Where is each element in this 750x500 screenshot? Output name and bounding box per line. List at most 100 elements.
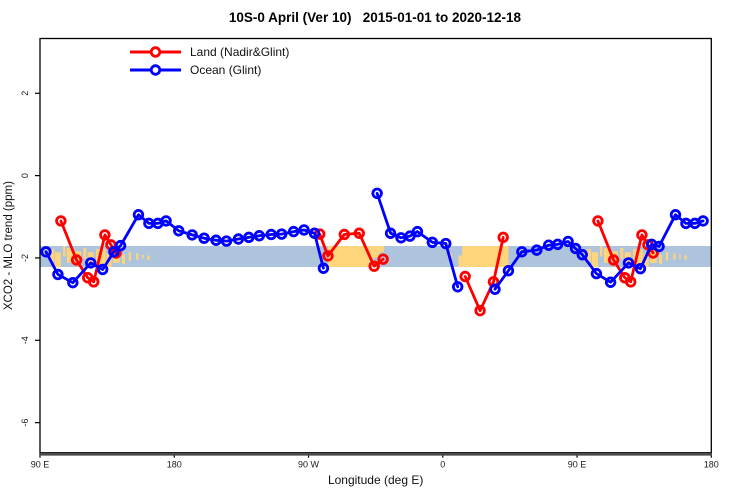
y-tick-label: -6 bbox=[20, 419, 30, 427]
ocean-data-point bbox=[576, 248, 588, 261]
x-tick-label: 90 W bbox=[298, 460, 320, 470]
ocean-data-point bbox=[569, 242, 582, 255]
ocean-data-point bbox=[298, 224, 310, 236]
land-data-point bbox=[99, 229, 111, 241]
land-data-point bbox=[459, 270, 471, 283]
x-tick-label: 0 bbox=[440, 460, 445, 470]
map-band-land-patch bbox=[63, 246, 66, 257]
land-data-point bbox=[55, 215, 67, 227]
y-tick-label: -4 bbox=[20, 336, 30, 344]
land-data-point bbox=[592, 215, 604, 227]
map-band-land-patch bbox=[49, 249, 55, 262]
legend-marker bbox=[149, 46, 162, 58]
legend-label: Land (Nadir&Glint) bbox=[190, 45, 289, 59]
ocean-data-point bbox=[198, 232, 210, 244]
ocean-data-point bbox=[287, 225, 300, 238]
land-data-point bbox=[625, 276, 637, 288]
land-data-point bbox=[70, 254, 83, 266]
ocean-data-point bbox=[604, 276, 617, 288]
ocean-data-point bbox=[634, 262, 647, 275]
map-band-land-patch bbox=[684, 255, 687, 260]
ocean-data-point bbox=[653, 240, 665, 253]
map-band-land-patch bbox=[603, 248, 611, 263]
land-data-point bbox=[368, 260, 380, 272]
ocean-data-point bbox=[531, 244, 543, 256]
map-band-land-patch bbox=[591, 252, 598, 268]
ocean-data-point bbox=[411, 225, 424, 238]
land-data-point bbox=[377, 253, 389, 265]
ocean-data-point bbox=[590, 267, 603, 280]
land-data-point bbox=[322, 250, 334, 262]
ocean-data-point bbox=[371, 187, 383, 200]
ocean-data-point bbox=[622, 257, 635, 269]
ocean-data-point bbox=[232, 233, 245, 245]
map-band-land-patch bbox=[643, 253, 649, 268]
map-band-land-patch bbox=[147, 255, 150, 260]
map-band-land-patch bbox=[122, 254, 126, 264]
map-band-land-patch bbox=[128, 252, 131, 261]
x-axis-label: Longitude (deg E) bbox=[328, 473, 423, 487]
ocean-data-point bbox=[669, 209, 682, 221]
ocean-data-point bbox=[317, 262, 330, 274]
land-series-segment bbox=[59, 219, 118, 284]
x-tick-label: 90 E bbox=[31, 460, 50, 470]
land-data-point bbox=[474, 304, 486, 317]
ocean-data-point bbox=[243, 231, 255, 244]
map-band-land-patch bbox=[600, 246, 603, 257]
ocean-series-segment bbox=[493, 213, 705, 291]
ocean-data-point bbox=[384, 227, 397, 239]
ocean-data-point bbox=[210, 234, 222, 246]
legend-label: Ocean (Glint) bbox=[190, 63, 261, 77]
map-band-land-patch bbox=[54, 252, 61, 268]
ocean-data-point bbox=[52, 268, 64, 281]
ocean-data-point bbox=[132, 209, 145, 221]
x-tick-label: 90 E bbox=[568, 460, 587, 470]
ocean-data-point bbox=[562, 235, 574, 248]
map-band-land-patch bbox=[458, 255, 463, 268]
ocean-data-point bbox=[173, 225, 185, 237]
map-band-land-patch bbox=[659, 254, 663, 264]
ocean-data-point bbox=[426, 236, 439, 249]
map-band-land-patch bbox=[83, 248, 87, 259]
land-data-point bbox=[88, 276, 100, 288]
ocean-data-point bbox=[96, 263, 109, 276]
map-band-land-patch bbox=[136, 253, 139, 260]
ocean-data-point bbox=[160, 215, 172, 227]
y-axis-label: XCO2 - MLO trend (ppm) bbox=[3, 181, 15, 310]
map-band-land-patch bbox=[373, 246, 380, 258]
land-data-point bbox=[338, 228, 351, 241]
ocean-data-point bbox=[275, 228, 288, 240]
map-band-land-patch bbox=[679, 254, 681, 259]
map-band-land-patch bbox=[327, 246, 374, 268]
ocean-data-point bbox=[220, 235, 233, 247]
ocean-data-point bbox=[451, 281, 464, 293]
ocean-data-point bbox=[516, 246, 528, 258]
map-band-land-patch bbox=[586, 249, 592, 262]
ocean-data-point bbox=[85, 257, 97, 269]
ocean-data-point bbox=[67, 276, 79, 289]
ocean-data-point bbox=[108, 246, 120, 258]
map-band-land-patch bbox=[66, 248, 74, 263]
ocean-data-point bbox=[697, 215, 709, 227]
y-tick-label: 2 bbox=[20, 91, 30, 96]
chart-title: 10S-0 April (Ver 10) 2015-01-01 to 2020-… bbox=[228, 10, 522, 25]
ocean-data-point bbox=[440, 237, 452, 250]
ocean-data-point bbox=[186, 229, 198, 241]
land-data-point bbox=[636, 229, 648, 241]
land-data-point bbox=[353, 227, 365, 239]
ocean-data-point bbox=[308, 227, 321, 239]
ocean-data-point bbox=[253, 230, 265, 242]
map-band-land-patch bbox=[75, 251, 82, 266]
map-band-land-patch bbox=[665, 252, 669, 261]
map-band-land-patch bbox=[379, 246, 384, 253]
land-data-point bbox=[497, 231, 509, 244]
ocean-data-point bbox=[551, 238, 564, 251]
map-band-land-patch bbox=[620, 248, 624, 259]
ocean-data-point bbox=[265, 228, 277, 241]
y-tick-label: 0 bbox=[20, 173, 30, 178]
ocean-data-point bbox=[502, 265, 515, 277]
y-tick-label: -2 bbox=[20, 254, 30, 262]
ocean-data-point bbox=[40, 246, 52, 258]
